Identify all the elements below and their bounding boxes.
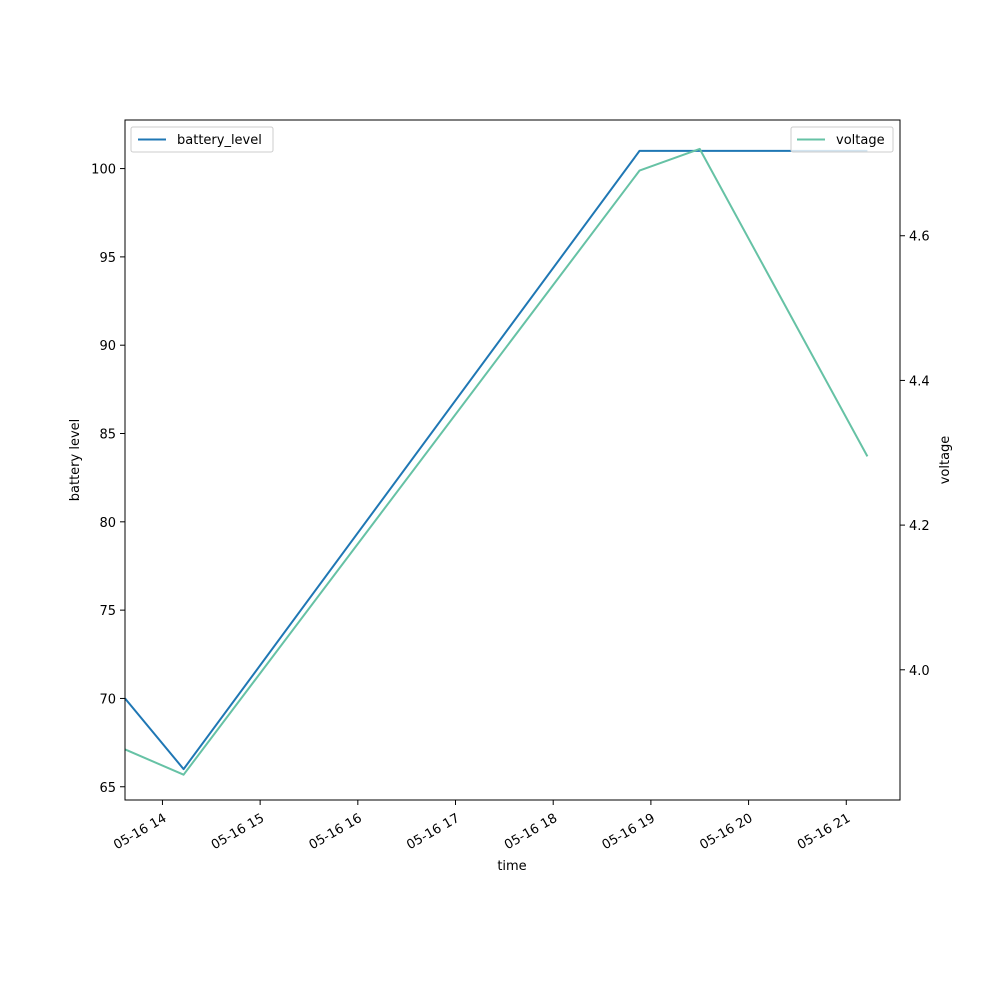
y-axis-right: 4.0 4.2 4.4 4.6 bbox=[900, 230, 930, 679]
legend-left-label: battery_level bbox=[177, 133, 262, 148]
y-right-tick-label: 4.0 bbox=[909, 664, 930, 679]
y-left-tick-label: 95 bbox=[99, 251, 116, 266]
y-right-tick-label: 4.6 bbox=[909, 230, 930, 245]
y-left-tick-label: 85 bbox=[99, 428, 116, 443]
series-line-voltage bbox=[124, 147, 869, 776]
y-left-tick-label: 90 bbox=[99, 339, 116, 354]
legend-right: voltage bbox=[790, 126, 894, 153]
x-axis-label: time bbox=[497, 859, 526, 874]
y-axis-left: 65 70 75 80 85 90 95 100 bbox=[91, 163, 125, 796]
series-line-battery_level bbox=[124, 149, 868, 771]
y-left-tick-label: 75 bbox=[99, 604, 116, 619]
y-axis-right-label: voltage bbox=[938, 436, 953, 485]
legend-left-box bbox=[130, 126, 274, 153]
plot-frame bbox=[124, 119, 901, 801]
y-left-tick-label: 80 bbox=[99, 516, 116, 531]
y-right-tick-label: 4.2 bbox=[909, 519, 930, 534]
legend-right-box bbox=[790, 126, 894, 153]
series-layer bbox=[124, 147, 869, 776]
legend-left: battery_level bbox=[130, 126, 274, 153]
y-left-tick-label: 65 bbox=[99, 781, 116, 796]
y-axis-left-label: battery level bbox=[68, 419, 83, 502]
y-right-tick-label: 4.4 bbox=[909, 374, 930, 389]
y-left-tick-label: 70 bbox=[99, 692, 116, 707]
legend-right-label: voltage bbox=[836, 133, 885, 148]
y-left-tick-label: 100 bbox=[91, 163, 116, 178]
